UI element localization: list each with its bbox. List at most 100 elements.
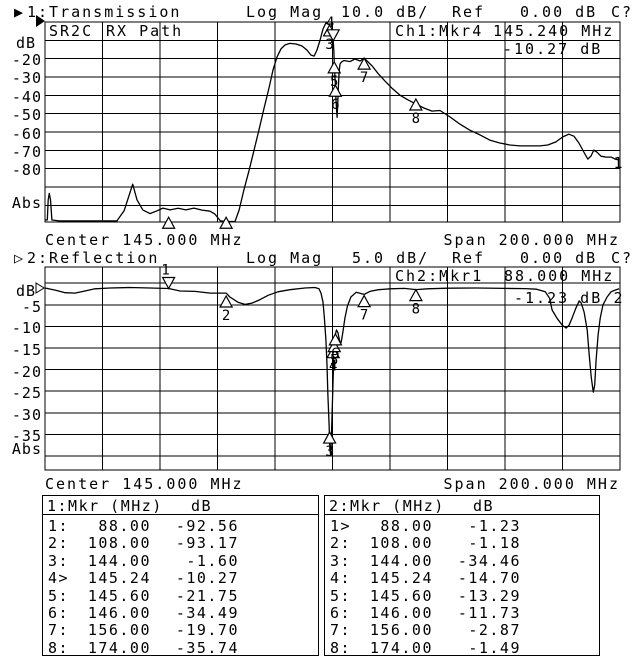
marker-value: -1.49 [468,638,521,657]
marker-value: -34.49 [175,604,239,622]
ch2-ref-value: 0.00 dB [520,249,598,267]
marker-5: 5 [327,339,342,369]
marker-1-active: 1 [161,263,176,290]
ch2-y-tick: -5 [21,298,42,316]
marker-id: 4: [330,569,352,588]
marker-triangle-icon [328,332,343,346]
marker-id: 3: [330,551,352,570]
marker-freq: 145.60 [87,586,151,605]
active-marker-triangle-icon [161,276,176,290]
marker-value: -13.29 [457,586,521,605]
trace-number-label: 2 [613,289,622,307]
marker-triangle-icon [327,60,342,74]
marker-freq: 145.60 [369,586,433,605]
marker-id: 7: [48,621,70,640]
reflection-trace [44,286,620,456]
ch1-scale-value: 10.0 dB/ [341,3,430,21]
marker-table-row: 2: 108.00 -1.18 [325,534,599,553]
ch2-span: Span 200.000 MHz [443,475,620,493]
marker-id: 2: [330,534,352,553]
ch2-cal-status: C? [611,249,634,267]
ch2-ref-label: Ref [452,249,486,267]
marker-table-row: 1> 88.00 -1.23 [325,517,599,535]
marker-freq: 88.00 [380,517,433,535]
marker-value: -14.70 [457,569,521,588]
marker-8: 8 [408,97,423,127]
marker-8: 8 [408,288,423,318]
ch1-marker-table-header: 1:Mkr (MHz) dB [43,496,318,515]
ch2-y-floor-label: Abs [11,440,42,458]
ch1-marker-table: 1:Mkr (MHz) dB 1: 88.00 -92.56 2: 108.00 -93.… [42,495,319,657]
trace-number-label: 1 [613,154,622,172]
marker-number-label: 4 [329,359,337,375]
marker-7: 7 [357,294,372,324]
ch1-y-tick: -50 [11,106,42,124]
marker-table-row: 7: 156.00 -19.70 [43,621,318,640]
ch1-annot-sr2c: SR2C [49,22,94,40]
marker-id: 7: [330,621,352,640]
marker-value: -34.46 [457,551,521,570]
marker-freq: 174.00 [369,638,433,657]
marker-freq: 145.24 [369,569,433,588]
marker-triangle-icon [219,294,234,308]
marker-triangle-icon [327,339,342,353]
ch1-y-tick: -70 [11,143,42,161]
marker-triangle-icon [408,288,423,302]
marker-freq: 144.00 [369,551,433,570]
marker-value: -93.17 [175,534,239,553]
marker-id: 4> [48,569,70,588]
ch1-marker-table-unit: dB [191,497,213,515]
ch1-ref-label: Ref [452,3,486,21]
marker-freq: 108.00 [369,534,433,553]
ch2-marker-readout-value: -1.23 dB [514,289,603,307]
ch2-y-tick: -25 [11,384,42,402]
marker-number-label: 6 [331,97,339,113]
marker-id: 6: [330,604,352,622]
marker-number-label: 3 [325,444,333,460]
marker-freq: 146.00 [87,604,151,622]
ch2-marker-table-header: 2:Mkr (MHz) dB [325,496,599,515]
ch1-scale-mode: Log Mag [246,3,324,21]
marker-freq: 144.00 [87,551,151,570]
active-marker-triangle-icon [326,29,341,43]
ch1-cal-status: C? [611,3,634,21]
marker-number-label: 5 [330,353,338,369]
ch2-scale-value: 5.0 dB/ [352,249,430,267]
marker-value: -21.75 [175,586,239,605]
ch1-marker-readout-freq: 145.240 MHz [493,22,615,40]
marker-4-active: 4 [326,15,341,43]
ch2-y-unit: dB [15,282,36,300]
ch1-ref-value: 0.00 dB [520,3,598,21]
marker-3: 3 [322,430,337,460]
ch1-marker-readout-label: Ch1:Mkr4 [395,22,484,40]
marker-triangle-icon [322,430,337,444]
ch2-y-tick: -15 [11,341,42,359]
ch1-y-floor-label: Abs [11,194,42,212]
marker-freq: 174.00 [87,638,151,657]
marker-table-row: 4> 145.24 -10.27 [43,569,318,588]
marker-table-row: 7: 156.00 -2.87 [325,621,599,640]
marker-2 [219,215,234,229]
marker-freq: 145.24 [87,569,151,588]
marker-value: -19.70 [175,621,239,640]
marker-value: -2.87 [468,621,521,640]
marker-table-row: 2: 108.00 -93.17 [43,534,318,553]
ch1-y-tick: -30 [11,69,42,87]
marker-7: 7 [357,56,372,86]
marker-table-row: 5: 145.60 -21.75 [43,586,318,605]
marker-number-label: 5 [330,74,338,90]
marker-freq: 108.00 [87,534,151,553]
marker-table-row: 5: 145.60 -13.29 [325,586,599,605]
marker-id: 5: [48,586,70,605]
marker-number-label: 6 [331,346,339,362]
marker-freq: 88.00 [98,517,151,535]
ch1-y-tick: -40 [11,88,42,106]
ref-level-pointer-icon [35,282,45,294]
marker-number-label: 8 [412,111,420,127]
marker-number-label: 7 [360,308,368,324]
marker-value: -10.27 [175,569,239,588]
marker-table-row: 6: 146.00 -34.49 [43,604,318,622]
marker-number-label: 4 [326,15,334,31]
